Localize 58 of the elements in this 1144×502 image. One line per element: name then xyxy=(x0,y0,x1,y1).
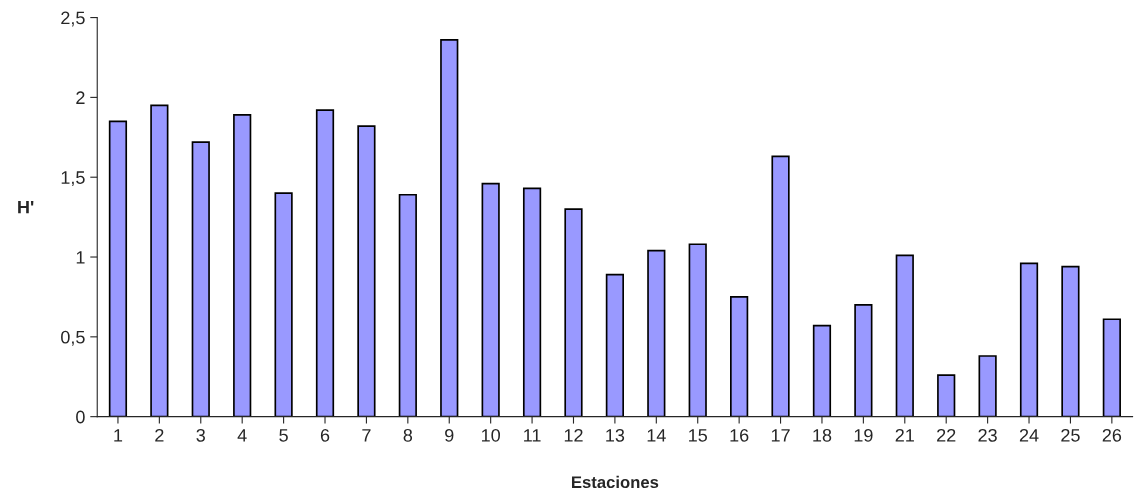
x-tick-label: 6 xyxy=(320,428,330,442)
bar xyxy=(564,208,583,417)
bar xyxy=(398,193,417,417)
y-tick-label: 2 xyxy=(76,91,85,104)
bar xyxy=(605,273,625,417)
x-tick-label: 13 xyxy=(606,428,625,442)
bar xyxy=(978,355,997,417)
bar xyxy=(191,141,210,417)
y-axis-title: H' xyxy=(18,200,34,214)
bar xyxy=(771,155,790,417)
x-tick-label: 25 xyxy=(1061,428,1080,442)
y-tick-label: 0,5 xyxy=(61,330,85,346)
x-tick-label: 24 xyxy=(1019,428,1039,442)
x-tick-label: 3 xyxy=(196,428,205,442)
bar xyxy=(481,182,500,417)
bar xyxy=(1061,265,1080,417)
y-tick-label: 1,5 xyxy=(61,171,85,187)
x-axis-title: Estaciones xyxy=(572,475,659,489)
x-tick-label: 19 xyxy=(854,428,873,442)
x-tick-label: 17 xyxy=(771,429,790,442)
x-tick-label: 4 xyxy=(237,429,247,442)
x-tick-label: 26 xyxy=(1102,428,1122,442)
bar xyxy=(233,114,252,417)
x-tick-label: 2 xyxy=(155,428,164,442)
x-tick-label: 10 xyxy=(482,428,500,442)
bar xyxy=(274,192,293,417)
y-tick-label: 1 xyxy=(76,251,85,264)
bar xyxy=(812,324,832,417)
bar xyxy=(854,304,873,417)
bar xyxy=(440,39,459,417)
x-tick-label: 16 xyxy=(730,428,749,442)
x-tick-label: 1 xyxy=(114,429,123,442)
x-tick-label: 7 xyxy=(362,429,371,442)
x-tick-label: 5 xyxy=(279,429,288,442)
bar xyxy=(688,243,707,417)
bar xyxy=(895,254,914,417)
y-tick-label: 0 xyxy=(76,410,85,424)
x-tick-label: 9 xyxy=(445,428,454,442)
x-tick-label: 18 xyxy=(813,428,832,442)
x-tick-label: 23 xyxy=(978,428,997,442)
x-tick-label: 14 xyxy=(647,429,666,442)
bar xyxy=(357,125,376,417)
x-tick-label: 8 xyxy=(403,428,413,442)
x-tick-label: 11 xyxy=(524,429,541,442)
bar xyxy=(1019,262,1039,417)
bar xyxy=(315,109,335,417)
bar xyxy=(647,249,666,417)
y-tick-label: 2,5 xyxy=(61,11,85,27)
bar xyxy=(108,120,128,417)
x-tick-label: 21 xyxy=(895,428,914,442)
x-tick-label: 15 xyxy=(689,429,708,442)
bar xyxy=(1102,318,1121,417)
bar xyxy=(937,374,956,417)
bar xyxy=(730,296,749,417)
bar xyxy=(522,187,542,417)
x-tick-label: 22 xyxy=(937,428,956,442)
bar xyxy=(150,104,169,417)
x-tick-label: 12 xyxy=(564,428,583,442)
